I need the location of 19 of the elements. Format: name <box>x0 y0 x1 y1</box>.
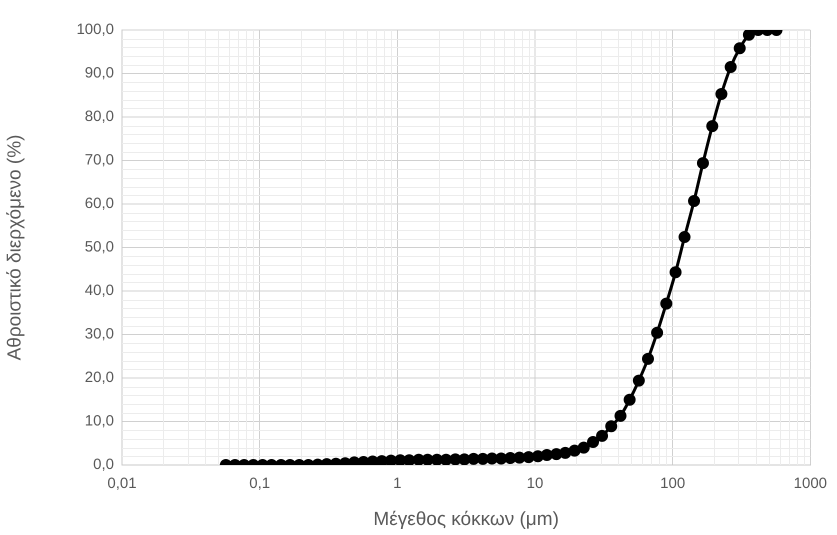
x-tick-label: 1 <box>393 475 402 492</box>
y-tick-label: 90,0 <box>84 64 114 82</box>
y-tick-label: 20,0 <box>84 369 114 386</box>
x-tick-label: 10 <box>526 475 544 492</box>
x-tick-label: 0,01 <box>107 475 137 492</box>
x-tick-label: 1000 <box>794 475 828 492</box>
y-axis-title: Αθροιστικό διερχόμενο (%) <box>4 134 26 360</box>
y-tick-label: 60,0 <box>84 195 114 212</box>
y-tick-label: 50,0 <box>84 238 114 256</box>
y-tick-label: 40,0 <box>84 282 114 300</box>
x-tick-label: 0,1 <box>249 475 270 492</box>
y-tick-label: 30,0 <box>84 326 114 343</box>
x-axis-title: Μέγεθος κόκκων (μm) <box>373 508 559 530</box>
y-tick-label: 80,0 <box>84 108 114 126</box>
y-tick-label: 0,0 <box>93 456 114 474</box>
y-tick-label: 100,0 <box>76 21 114 38</box>
y-tick-label: 70,0 <box>84 152 114 169</box>
y-tick-label: 10,0 <box>84 412 114 430</box>
x-tick-label: 100 <box>660 475 686 492</box>
